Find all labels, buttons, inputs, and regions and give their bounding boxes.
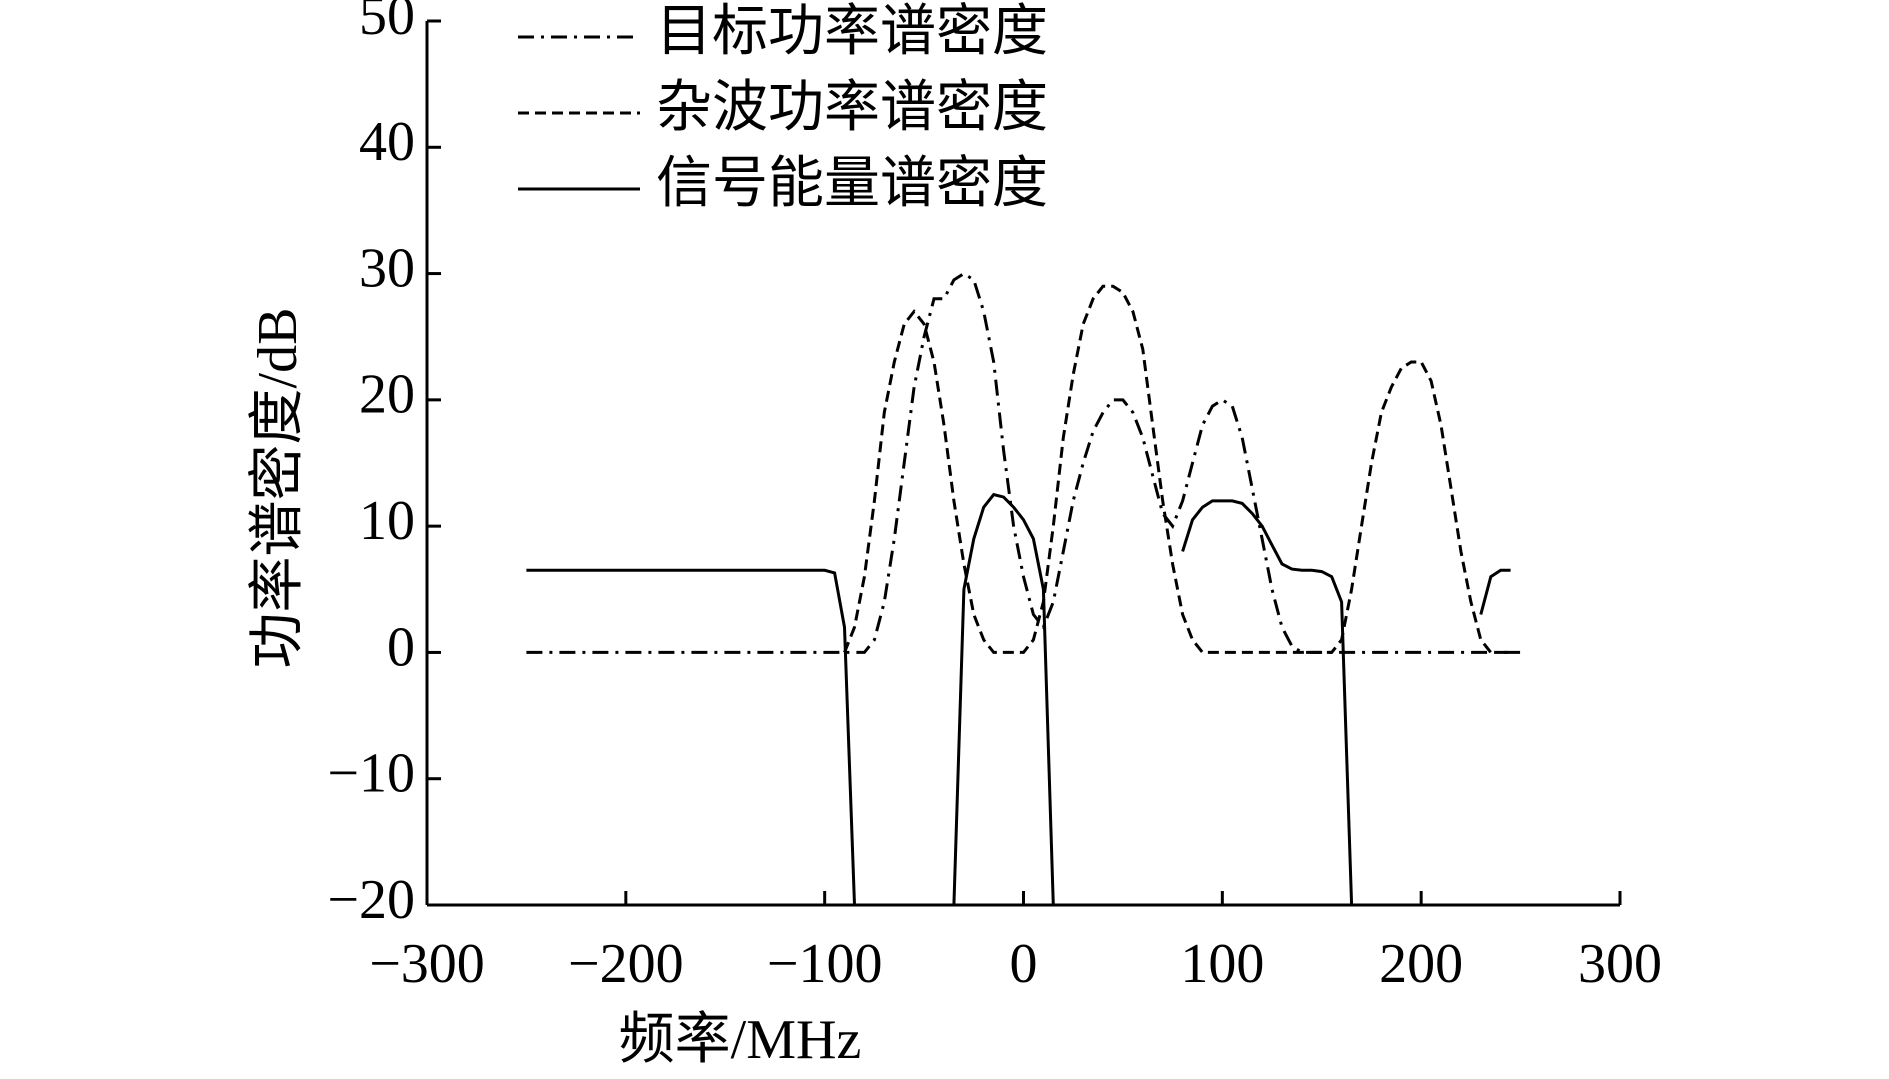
legend-label: 杂波功率谱密度	[656, 77, 1048, 139]
y-tick-label: 30	[359, 237, 415, 299]
series-line	[843, 284, 1511, 654]
x-tick-label: 200	[1379, 933, 1463, 995]
series-line	[526, 271, 1521, 654]
y-tick-label: 0	[387, 616, 415, 678]
y-tick-label: −20	[327, 869, 415, 931]
y-tick-label: 10	[359, 490, 415, 552]
y-axis-title: 功率谱密度/dB	[247, 308, 309, 669]
x-axis-title: 频率/MHz	[619, 1009, 862, 1071]
series-line	[526, 568, 856, 906]
x-tick-label: −100	[767, 933, 883, 995]
y-tick-label: 40	[359, 111, 415, 173]
x-tick-label: 0	[1010, 933, 1038, 995]
legend-label: 信号能量谱密度	[656, 153, 1048, 215]
x-tick-label: 300	[1578, 933, 1662, 995]
legend-label: 目标功率谱密度	[656, 1, 1048, 63]
x-tick-label: −200	[568, 933, 684, 995]
y-tick-label: 50	[359, 0, 415, 47]
series-line	[1181, 499, 1354, 906]
series-line	[1479, 568, 1511, 615]
y-tick-label: −10	[327, 743, 415, 805]
y-tick-label: 20	[359, 364, 415, 426]
x-tick-label: 100	[1180, 933, 1264, 995]
x-tick-label: −300	[369, 933, 485, 995]
series-line	[952, 492, 1055, 906]
